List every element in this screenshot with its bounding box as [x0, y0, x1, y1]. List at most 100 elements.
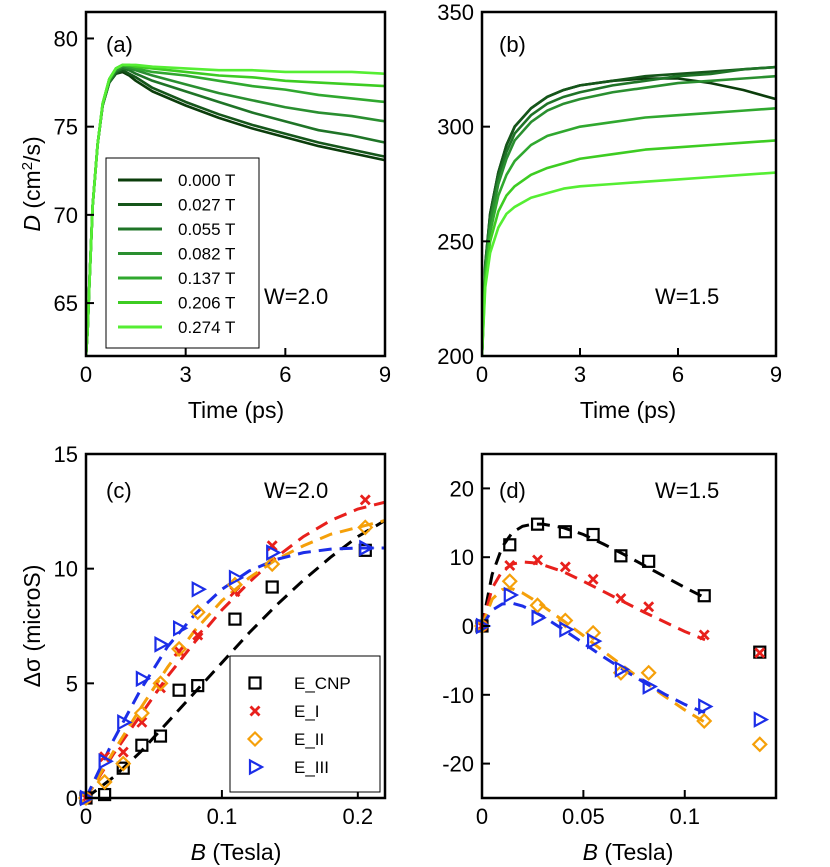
panel-a-ytick-label: 80: [54, 26, 78, 51]
panel-c-ytick-label: 10: [54, 557, 78, 582]
panel-d-plot-area: 0 0.05 0.1 -20 -10 0 10 20: [442, 476, 770, 829]
panel-c-data-point: [135, 738, 149, 752]
panel-c-xtick-label: 0: [80, 804, 92, 829]
panel-d-ytick-label: 10: [450, 545, 474, 570]
panel-d-data-point: [751, 736, 768, 753]
panel-a-ytick-label: 75: [54, 115, 78, 140]
panel-a-xlabel: Time (ps): [188, 397, 284, 423]
panel-d-ytick-label: 20: [450, 476, 474, 501]
panel-d-data-point: [558, 525, 572, 539]
panel-b-ytick-label: 250: [437, 229, 474, 254]
panel-d-fit-line-0: [482, 522, 706, 627]
panel-c-xtick-label: 0.1: [207, 804, 238, 829]
panel-b-xtick-label: 0: [476, 362, 488, 387]
panel-c-data-point: [136, 716, 148, 728]
panel-c-data-point: [357, 519, 374, 536]
panel-b-ytick-label: 200: [437, 344, 474, 369]
panel-d-data-point-stroke: [754, 647, 766, 659]
panel-a-xtick-label: 3: [180, 362, 192, 387]
panel-d-data-point: [614, 660, 631, 678]
panel-c-legend-label: E_I: [294, 702, 320, 721]
panel-d-fit-line-2: [482, 587, 706, 724]
panel-c-data-point: [117, 713, 133, 731]
panel-c-legend-marker: [248, 758, 265, 776]
panel-c-data-point: [96, 773, 113, 791]
panel-c-data-point-stroke: [359, 494, 371, 506]
panel-c-legend: E_CNP E_I E_II E_III: [229, 655, 381, 793]
panel-a-plot-area: 0 3 6 9 65 70 75 80: [54, 26, 392, 387]
panel-b-series-line-4: [482, 107, 776, 356]
panel-c-data-point: [265, 580, 279, 594]
panel-b-frame: [480, 10, 778, 358]
panel-d-data-point-stroke: [504, 559, 516, 571]
panel-c-data-point: [191, 580, 208, 598]
panel-d-data-point: [587, 573, 599, 585]
panel-d-data-point: [697, 589, 711, 603]
panel-d-fit-group: [482, 522, 706, 724]
panel-a-ylabel-exponent: 2: [19, 162, 36, 170]
panel-c-ytick-label: 15: [54, 442, 78, 467]
panel-d-xtick-label: 0.1: [669, 804, 700, 829]
panel-b-plot-area: 0 3 6 9 200 250 300 350: [437, 0, 782, 387]
panel-c-fit-line-0: [86, 519, 385, 798]
panel-d-ytick-label: -10: [442, 683, 474, 708]
panel-c-data-point: [228, 569, 245, 587]
panel-d-data-point-stroke: [643, 601, 655, 613]
panel-c: 0 0.1 0.2 0 5 10 15 (c) W=2.0 B (Tesla) Δσ (mi…: [19, 442, 387, 865]
panel-d-data-point: [642, 678, 658, 695]
panel-b-series-line-5: [482, 139, 776, 356]
panel-c-data-point-stroke: [154, 682, 166, 694]
panel-a-legend-label: 0.137 T: [178, 269, 235, 288]
panel-d-data-point-stroke: [532, 554, 544, 566]
panel-a-label: (a): [106, 32, 133, 57]
panel-c-legend-label: E_CNP: [294, 674, 351, 693]
panel-c-legend-marker: [246, 730, 264, 748]
panel-a-legend-label: 0.055 T: [178, 220, 235, 239]
panel-c-data-point: [152, 675, 169, 692]
panel-c-fit-line-3: [86, 546, 385, 798]
panel-d-xlabel-symbol: B: [583, 839, 598, 865]
panel-a-legend-label: 0.000 T: [178, 171, 235, 190]
panel-d-fit-line-3: [482, 601, 706, 715]
panel-c-data-point: [264, 556, 281, 573]
panel-c-data-point: [191, 679, 205, 693]
panel-d-data-point: [557, 612, 574, 629]
panel-c-data-point: [228, 612, 242, 626]
panel-a-ylabel: D (cm2/s): [19, 136, 46, 231]
panel-d-xtick-label: 0: [476, 804, 488, 829]
panel-d-data-point: [615, 592, 627, 604]
panel-c-legend-box: [229, 655, 381, 793]
panel-d-data-point: [559, 561, 571, 573]
panel-c-legend-marker-stroke: [249, 705, 261, 717]
panel-a-ylabel-symbol: D: [19, 215, 45, 232]
panel-b-xtick-label: 6: [672, 362, 684, 387]
panel-c-data-point: [172, 683, 186, 697]
panel-c-data-point: [153, 729, 168, 743]
panel-d-label: (d): [499, 478, 526, 503]
panel-d-data-point: [753, 711, 770, 728]
panel-c-data-point-stroke: [136, 716, 148, 728]
panel-d-data-point: [529, 597, 546, 614]
panel-d-xlabel: B (Tesla): [583, 839, 674, 865]
panel-b-xtick-label: 3: [574, 362, 586, 387]
panel-c-ytick-label: 5: [66, 671, 78, 696]
panel-a-ylabel-units: (cm: [19, 170, 45, 215]
panel-a-legend-label: 0.274 T: [178, 318, 235, 337]
panel-a-ylabel-units-end: /s): [19, 136, 45, 162]
panel-d-annotation: W=1.5: [655, 478, 719, 503]
panel-c-data-point: [115, 755, 132, 772]
panel-b-series-line-3: [482, 74, 776, 356]
panel-a-xtick-label: 9: [379, 362, 391, 387]
panel-c-annotation: W=2.0: [264, 478, 328, 503]
panel-d-data-point: [504, 559, 516, 571]
panel-c-xlabel-symbol: B: [191, 839, 206, 865]
panel-d-data-point: [501, 573, 518, 590]
panel-c-xtick-label: 0.2: [343, 804, 374, 829]
panel-a-annotation: W=2.0: [264, 284, 328, 309]
panel-c-data-point: [172, 619, 189, 637]
panel-c-data-point: [266, 544, 282, 561]
panel-c-data-point: [133, 705, 150, 722]
panel-c-data-point: [154, 635, 170, 653]
panel-a-ytick-label: 70: [54, 203, 78, 228]
panel-d-data-point: [532, 554, 544, 566]
